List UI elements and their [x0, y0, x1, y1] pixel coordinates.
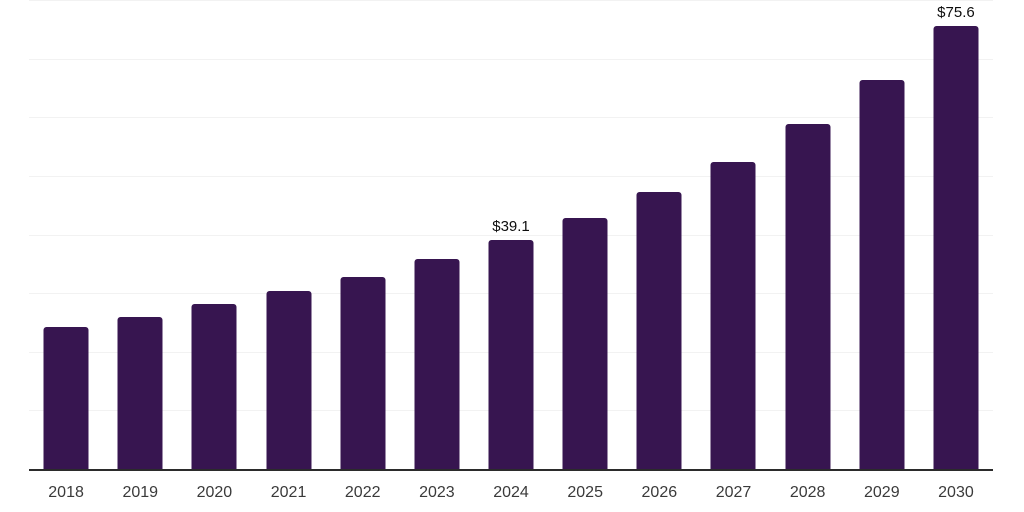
bar-slot-2022: 2022: [326, 0, 400, 501]
bar-2022: [340, 276, 386, 469]
bar-value-label-2024: $39.1: [492, 217, 530, 235]
x-tick-label-2020: 2020: [196, 484, 233, 501]
bar-slot-2024: $39.1 2024: [474, 0, 548, 501]
bar-slot-2020: 2020: [177, 0, 251, 501]
bar-slot-2026: 2026: [622, 0, 696, 501]
bar-2024: [488, 239, 534, 469]
bar-value-label-2030: $75.6: [937, 3, 975, 21]
gridline-50: [29, 175, 993, 177]
x-tick-label-2025: 2025: [567, 484, 603, 501]
gridline-40: [29, 234, 993, 236]
x-tick-label-2029: 2029: [864, 484, 900, 501]
x-tick-label-2026: 2026: [641, 484, 678, 501]
bar-slot-2018: 2018: [29, 0, 103, 501]
bar-2028: [785, 123, 831, 469]
gridline-80: [29, 0, 993, 1]
bar-slot-2019: 2019: [103, 0, 177, 501]
bar-slot-2021: 2021: [251, 0, 325, 501]
bar-2029: [859, 80, 905, 469]
x-tick-label-2019: 2019: [122, 484, 159, 501]
x-tick-label-2023: 2023: [419, 484, 455, 501]
bar-2018: [43, 327, 89, 469]
plot-area: 2018 2019 2020 2021 2022 2023 $39.1 2024 2025 202…: [29, 0, 993, 501]
x-tick-label-2028: 2028: [789, 484, 826, 501]
bar-2026: [636, 192, 682, 469]
bar-slot-2030: $75.6 2030: [919, 0, 993, 501]
x-tick-label-2027: 2027: [715, 484, 752, 501]
bar-2020: [191, 304, 237, 469]
bar-2025: [562, 217, 608, 469]
x-tick-label-2024: 2024: [493, 484, 529, 501]
x-tick-label-2021: 2021: [270, 484, 307, 501]
bar-2019: [117, 317, 163, 469]
bar-2023: [414, 259, 460, 469]
bar-slot-2023: 2023: [400, 0, 474, 501]
gridline-60: [29, 117, 993, 119]
bar-slot-2029: 2029: [845, 0, 919, 501]
bar-slot-2028: 2028: [771, 0, 845, 501]
bar-2030: [933, 25, 979, 469]
x-tick-label-2018: 2018: [48, 484, 84, 501]
bar-2027: [710, 162, 756, 469]
x-tick-label-2022: 2022: [344, 484, 381, 501]
gridline-70: [29, 58, 993, 60]
bar-series: 2018 2019 2020 2021 2022 2023 $39.1 2024 2025 202…: [29, 0, 993, 501]
bar-slot-2025: 2025: [548, 0, 622, 501]
bar-slot-2027: 2027: [696, 0, 770, 501]
x-tick-label-2030: 2030: [938, 484, 974, 501]
bar-2021: [266, 290, 312, 469]
